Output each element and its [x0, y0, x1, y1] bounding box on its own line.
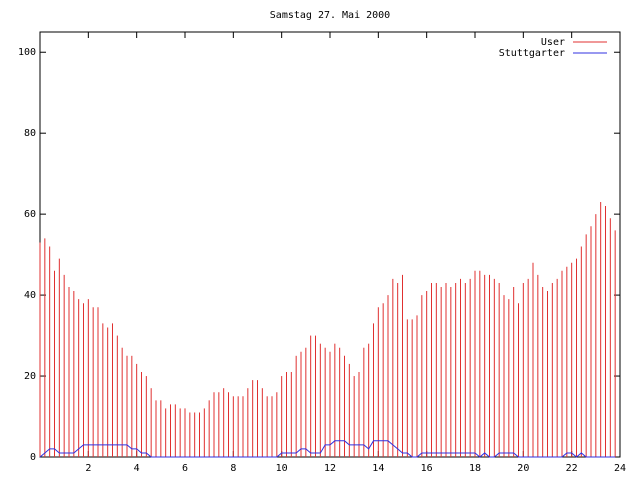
y-tick-label: 60: [24, 209, 36, 220]
y-tick-label: 0: [30, 452, 36, 463]
x-tick-label: 20: [517, 463, 529, 474]
y-tick-label: 40: [24, 290, 36, 301]
x-tick-label: 2: [85, 463, 91, 474]
chart-title: Samstag 27. Mai 2000: [270, 10, 390, 21]
x-tick-label: 18: [469, 463, 481, 474]
x-tick-label: 24: [614, 463, 626, 474]
x-tick-label: 10: [276, 463, 288, 474]
legend-label: Stuttgarter: [499, 48, 565, 59]
series-line: [39, 440, 616, 458]
x-tick-label: 16: [421, 463, 433, 474]
x-tick-label: 8: [230, 463, 236, 474]
x-tick-label: 14: [372, 463, 384, 474]
x-tick-label: 4: [134, 463, 140, 474]
x-tick-label: 12: [324, 463, 336, 474]
y-tick-label: 20: [24, 371, 36, 382]
legend-label: User: [541, 37, 565, 48]
y-tick-label: 80: [24, 128, 36, 139]
x-tick-label: 22: [566, 463, 578, 474]
y-tick-label: 100: [18, 47, 36, 58]
x-tick-label: 6: [182, 463, 188, 474]
